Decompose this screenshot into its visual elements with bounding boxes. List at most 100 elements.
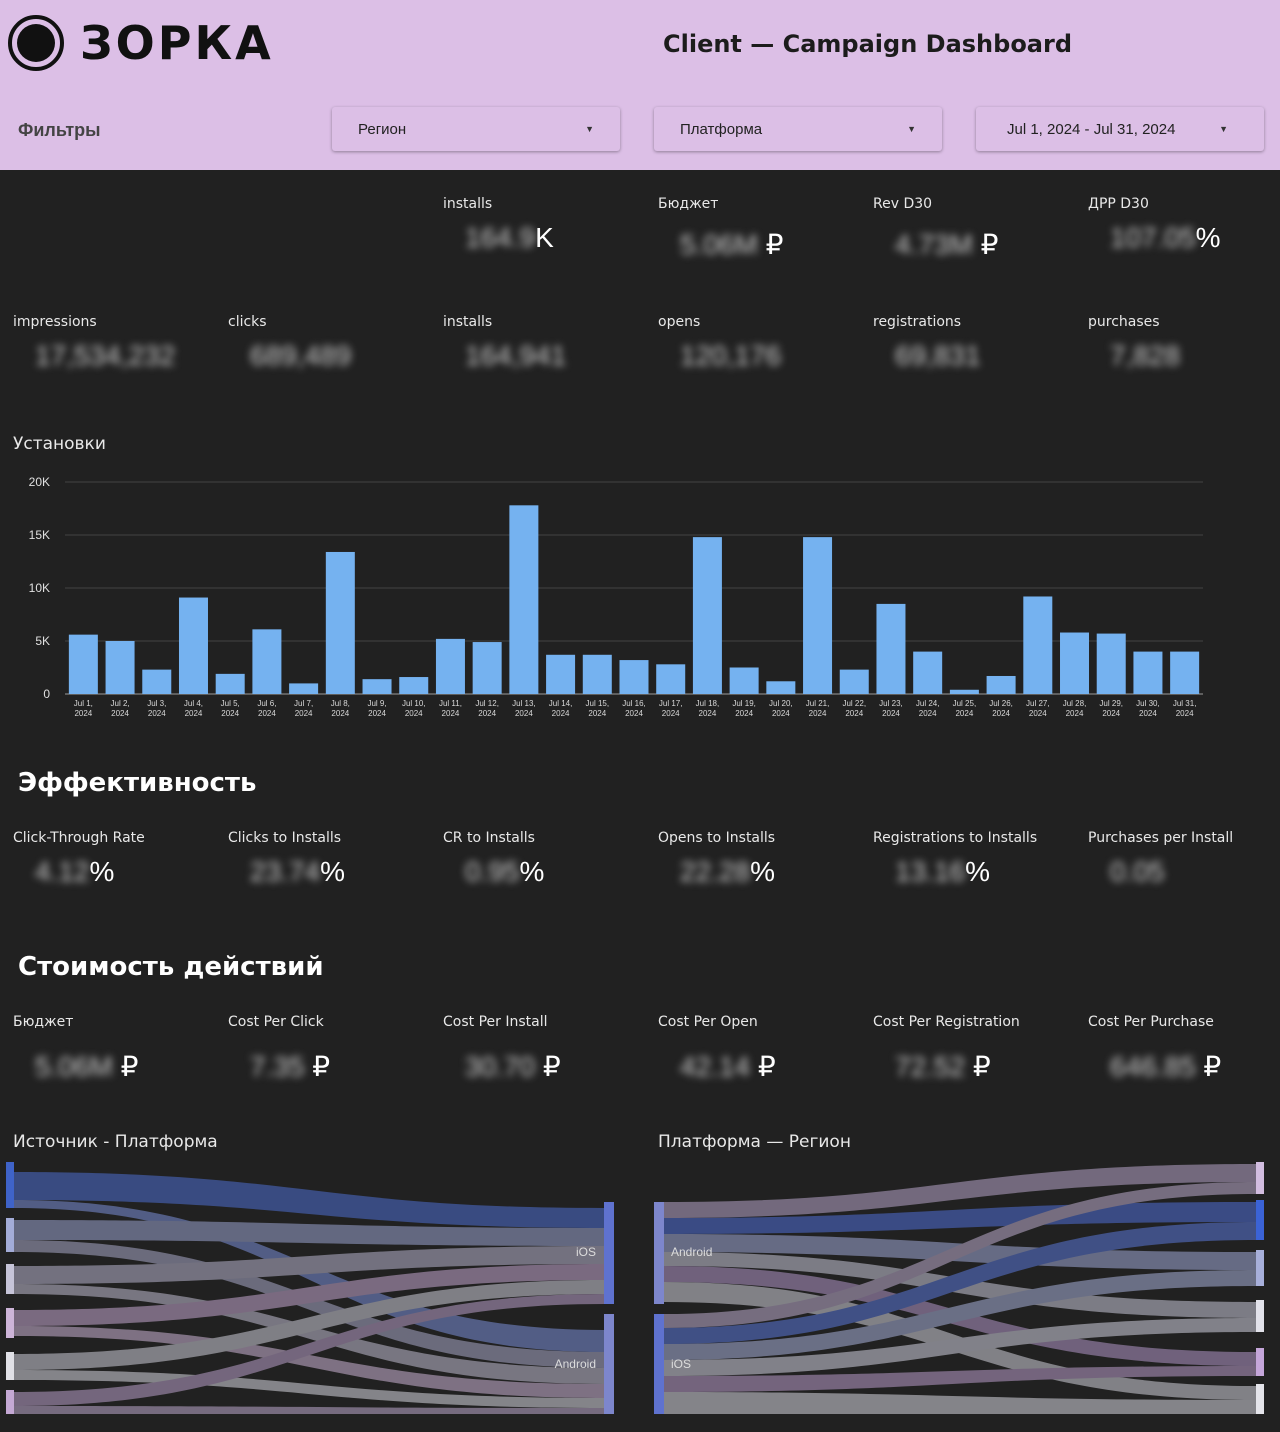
sankey-link [14, 1406, 604, 1414]
logo-circle-icon [8, 15, 64, 71]
platform-filter-select[interactable]: Платформа ▼ [654, 107, 942, 151]
bar[interactable] [435, 638, 465, 694]
sankey-node-android [604, 1314, 614, 1414]
x-tick-label: Jul 23, 2024 [879, 699, 903, 718]
kpi-installs-summary: installs 164.9K [443, 196, 554, 253]
kpi-opens: opens 120,176 [658, 314, 782, 371]
sankey-source-node [6, 1264, 14, 1294]
kpi-cost-per-open: Cost Per Open 42.14 ₽ [658, 1014, 776, 1082]
x-tick-label: Jul 5, 2024 [221, 699, 240, 718]
x-tick-label: Jul 13, 2024 [512, 699, 536, 718]
dropdown-arrow-icon: ▼ [585, 124, 594, 134]
bar[interactable] [252, 629, 282, 694]
page-title: Client — Campaign Dashboard [663, 30, 1073, 58]
sankey-link [14, 1264, 604, 1326]
bar[interactable] [362, 679, 392, 694]
bar[interactable] [986, 675, 1016, 694]
bar[interactable] [913, 651, 943, 694]
x-tick-label: Jul 16, 2024 [622, 699, 646, 718]
sankey-link [664, 1318, 1256, 1376]
bar[interactable] [839, 669, 869, 694]
y-tick-label: 5K [35, 634, 50, 648]
x-tick-label: Jul 9, 2024 [367, 699, 386, 718]
x-tick-label: Jul 7, 2024 [294, 699, 313, 718]
kpi-opens-to-installs: Opens to Installs 22.28% [658, 830, 776, 887]
kpi-cost-per-click: Cost Per Click 7.35 ₽ [228, 1014, 331, 1082]
bar[interactable] [399, 677, 429, 694]
bar[interactable] [68, 634, 98, 694]
sankey-source-node [6, 1352, 14, 1380]
bar[interactable] [142, 669, 172, 694]
sankey-link [664, 1270, 1256, 1360]
sankey-link [14, 1294, 604, 1406]
sankey-region-node [1256, 1384, 1264, 1414]
bar[interactable] [692, 537, 722, 694]
bar[interactable] [729, 667, 759, 695]
bar[interactable] [803, 537, 833, 694]
x-tick-label: Jul 28, 2024 [1063, 699, 1087, 718]
kpi-purchases: purchases 7,828 [1088, 314, 1181, 371]
logo: ЗОРКА [8, 12, 274, 74]
bar[interactable] [509, 505, 539, 694]
logo-text: ЗОРКА [80, 16, 274, 70]
sankey-label-ios: iOS [576, 1245, 596, 1259]
costs-section-title: Стоимость действий [18, 952, 324, 982]
date-range-select[interactable]: Jul 1, 2024 - Jul 31, 2024 ▼ [976, 107, 1264, 151]
sankey-link [14, 1284, 604, 1384]
x-tick-label: Jul 3, 2024 [147, 699, 166, 718]
bar[interactable] [325, 551, 355, 694]
kpi-registrations-to-installs: Registrations to Installs 13.16% [873, 830, 1038, 887]
x-tick-label: Jul 18, 2024 [696, 699, 720, 718]
bar[interactable] [949, 689, 979, 694]
region-filter-select[interactable]: Регион ▼ [332, 107, 620, 151]
sankey-link [664, 1182, 1256, 1328]
bar[interactable] [1096, 633, 1126, 694]
platform-region-sankey: Android iOS [654, 1162, 1264, 1414]
dropdown-arrow-icon: ▼ [1219, 124, 1228, 134]
x-tick-label: Jul 19, 2024 [732, 699, 756, 718]
bar[interactable] [766, 681, 796, 694]
source-platform-sankey-title: Источник - Платформа [13, 1132, 218, 1152]
x-tick-label: Jul 2, 2024 [111, 699, 130, 718]
sankey-link [14, 1280, 604, 1370]
bar[interactable] [1170, 651, 1200, 694]
bar[interactable] [215, 673, 245, 694]
bar[interactable] [1133, 651, 1163, 694]
kpi-budget-summary: Бюджет 5.06M ₽ [658, 196, 784, 260]
dropdown-arrow-icon: ▼ [907, 124, 916, 134]
kpi-cost-per-install: Cost Per Install 30.70 ₽ [443, 1014, 561, 1082]
sankey-region-node [1256, 1162, 1264, 1194]
bar[interactable] [472, 642, 502, 694]
bar[interactable] [1060, 632, 1090, 694]
bar[interactable] [178, 597, 208, 694]
bar[interactable] [619, 660, 649, 694]
sankey-source-node [6, 1390, 14, 1414]
sankey-region-node [1256, 1200, 1264, 1240]
y-tick-label: 20K [29, 475, 50, 489]
bar[interactable] [582, 654, 612, 694]
installs-chart-title: Установки [13, 434, 106, 454]
bar[interactable] [656, 664, 686, 694]
x-tick-label: Jul 25, 2024 [953, 699, 977, 718]
kpi-rev-d30: Rev D30 4.73M ₽ [873, 196, 999, 260]
sankey-link [664, 1222, 1256, 1344]
sankey-label-android: Android [555, 1357, 596, 1371]
kpi-cost-per-registration: Cost Per Registration 72.52 ₽ [873, 1014, 1020, 1082]
sankey-source-node [6, 1308, 14, 1338]
sankey-region-node [1256, 1348, 1264, 1376]
bar[interactable] [876, 603, 906, 694]
bar[interactable] [289, 683, 319, 694]
x-tick-label: Jul 15, 2024 [586, 699, 610, 718]
bar[interactable] [105, 641, 135, 694]
x-tick-label: Jul 17, 2024 [659, 699, 683, 718]
kpi-budget: Бюджет 5.06M ₽ [13, 1014, 139, 1082]
kpi-cr-to-installs: CR to Installs 0.95% [443, 830, 545, 887]
sankey-link [14, 1246, 604, 1284]
x-tick-label: Jul 11, 2024 [439, 699, 462, 718]
x-tick-label: Jul 10, 2024 [402, 699, 426, 718]
y-tick-label: 0 [43, 687, 50, 701]
bar[interactable] [546, 654, 576, 694]
bar[interactable] [1023, 596, 1053, 694]
source-platform-sankey: iOS Android [6, 1162, 614, 1414]
sankey-link [664, 1392, 1256, 1414]
